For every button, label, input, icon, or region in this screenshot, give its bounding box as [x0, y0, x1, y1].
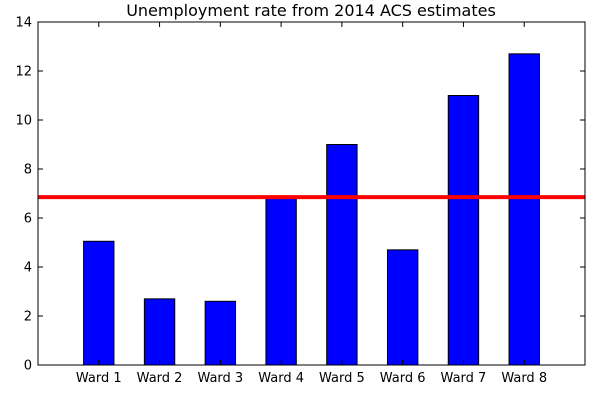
y-tick-label: 6 — [24, 212, 32, 227]
bar-3 — [204, 300, 237, 366]
bar-5 — [326, 144, 358, 366]
y-tick-label: 14 — [15, 16, 32, 31]
y-tick-label: 2 — [24, 310, 32, 325]
x-tick-label-ward-1: Ward 1 — [76, 371, 122, 386]
y-tick-label: 10 — [15, 114, 32, 129]
bar-7 — [447, 95, 480, 366]
chart-title: Unemployment rate from 2014 ACS estimate… — [126, 1, 496, 20]
bars-layer — [83, 53, 540, 366]
x-tick-label-ward-3: Ward 3 — [197, 371, 243, 386]
x-tick-label-ward-2: Ward 2 — [137, 371, 183, 386]
x-tick-label-ward-7: Ward 7 — [441, 371, 487, 386]
axes-layer: 0 2 4 6 8 10 12 14 Ward 1 Ward 2 Ward 3 Ward 4 Ward … — [15, 16, 586, 386]
y-tick-label: 4 — [24, 261, 32, 276]
y-tick-label: 8 — [24, 163, 32, 178]
x-tick-label-ward-6: Ward 6 — [380, 371, 426, 386]
bar-8 — [508, 53, 540, 366]
bar-1 — [83, 240, 115, 366]
y-tick-label: 12 — [15, 65, 32, 80]
bar-4 — [265, 197, 297, 366]
x-tick-label-ward-8: Ward 8 — [501, 371, 547, 386]
y-tick-label: 0 — [24, 359, 32, 374]
plot-frame — [37, 21, 586, 366]
bar-2 — [143, 298, 176, 366]
x-tick-label-ward-4: Ward 4 — [258, 371, 304, 386]
bar-6 — [386, 249, 419, 366]
x-tick-label-ward-5: Ward 5 — [319, 371, 365, 386]
